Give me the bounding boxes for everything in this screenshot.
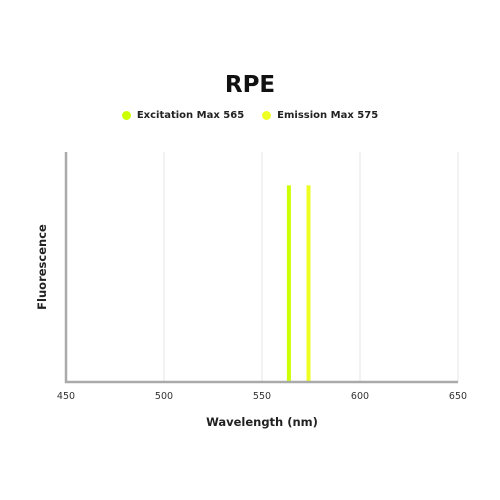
legend-dot-emission xyxy=(262,111,272,120)
legend-item-excitation[interactable]: Excitation Max 565 xyxy=(121,110,245,121)
x-tick-label-600: 600 xyxy=(351,391,369,402)
legend-label-emission: Emission Max 575 xyxy=(277,110,379,121)
grid xyxy=(163,152,459,382)
legend-dot-excitation xyxy=(121,111,131,120)
x-tick-label-650: 650 xyxy=(449,391,467,402)
series-layer xyxy=(286,185,311,382)
x-axis-label: Wavelength (nm) xyxy=(206,415,318,429)
chart-title: RPE xyxy=(224,72,276,98)
x-tick-label-450: 450 xyxy=(57,391,75,402)
legend: Excitation Max 565 Emission Max 575 xyxy=(0,110,500,121)
legend-item-emission[interactable]: Emission Max 575 xyxy=(262,110,378,121)
x-tick-label-500: 500 xyxy=(155,391,173,402)
y-axis-label: Fluorescence xyxy=(35,224,49,310)
x-tick-label-550: 550 xyxy=(253,391,271,402)
legend-label-excitation: Excitation Max 565 xyxy=(136,110,245,121)
x-tick-labels: 450 500 550 600 650 xyxy=(57,391,467,402)
